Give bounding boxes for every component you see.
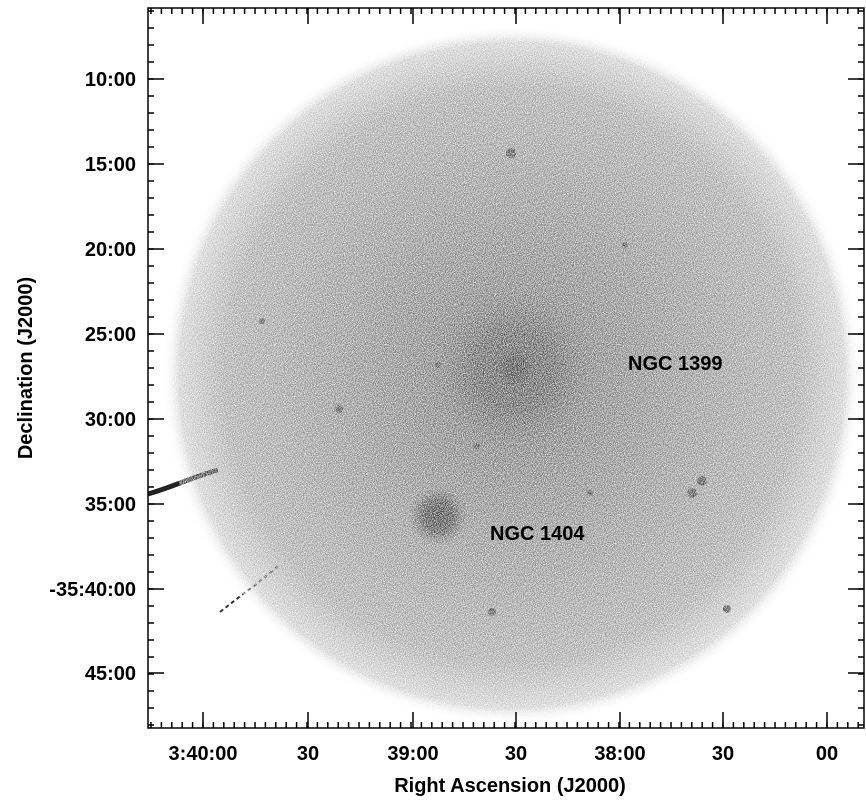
x-tick-label: 3:40:00 [169, 743, 238, 765]
y-axis-label: Declination (J2000) [15, 277, 37, 459]
y-tick-label: 30:00 [85, 409, 136, 431]
y-tick-label: 35:00 [85, 494, 136, 516]
y-tick-label: -35:40:00 [49, 579, 136, 601]
y-tick-label: 25:00 [85, 324, 136, 346]
y-tick-label: 15:00 [85, 154, 136, 176]
frame-ticks [148, 8, 864, 728]
x-tick-label: 39:00 [387, 743, 438, 765]
x-tick-label: 30 [297, 743, 319, 765]
y-tick-label: 45:00 [85, 663, 136, 685]
y-tick-label: 10:00 [85, 69, 136, 91]
x-tick-label: 38:00 [594, 743, 645, 765]
x-tick-label: 30 [505, 743, 527, 765]
annotation: NGC 1404 [490, 523, 585, 545]
y-tick-label: 20:00 [85, 239, 136, 261]
x-axis-label: Right Ascension (J2000) [394, 775, 626, 797]
x-tick-label: 30 [712, 743, 734, 765]
x-tick-label: 00 [816, 743, 838, 765]
annotation: NGC 1399 [628, 353, 723, 375]
sky-image [147, 25, 862, 725]
